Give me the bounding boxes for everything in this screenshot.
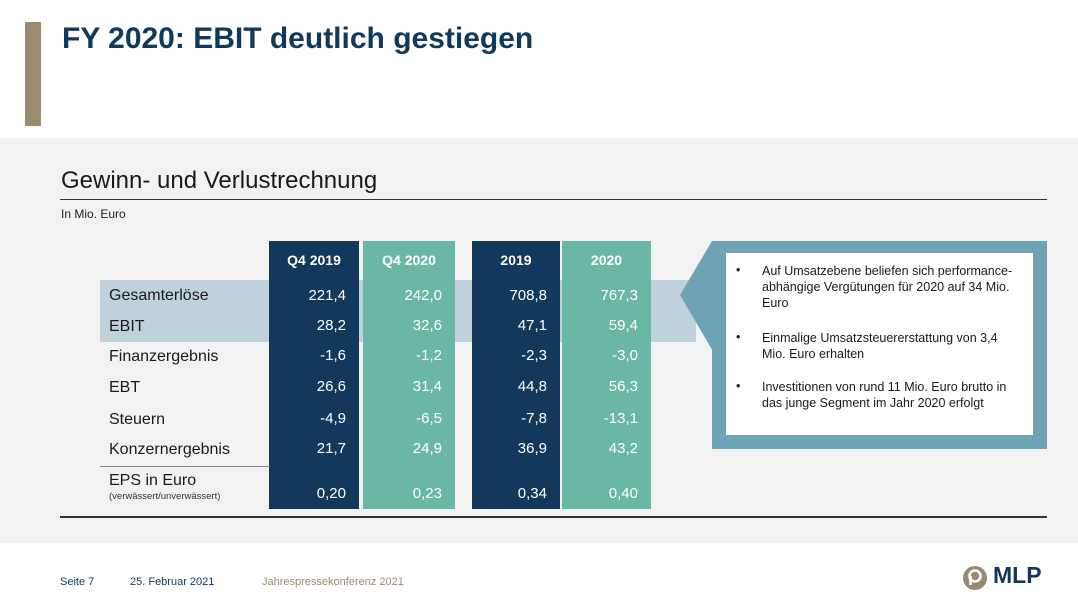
- callout-bullet-3: Investitionen von rund 11 Mio. Euro brut…: [762, 380, 1007, 410]
- callout-box: [726, 253, 1033, 435]
- column-header-2019: 2019: [500, 252, 532, 268]
- bullet-marker: •: [736, 379, 741, 393]
- cell-finanzergebnis-2019: -2,3: [521, 347, 547, 364]
- cell-ebit-2020: 59,4: [608, 317, 638, 334]
- cell-finanzergebnis-q4-2019: -1,6: [320, 347, 346, 364]
- cell-gesamterloese-2019: 708,8: [509, 287, 547, 304]
- cell-ebt-q4-2019: 26,6: [316, 378, 346, 395]
- cell-finanzergebnis-2020: -3,0: [612, 347, 638, 364]
- unit-label: In Mio. Euro: [61, 207, 126, 221]
- cell-ebit-q4-2019: 28,2: [316, 317, 346, 334]
- column-header-q4-2019: Q4 2019: [287, 252, 341, 268]
- cell-ebit-q4-2020: 32,6: [412, 317, 442, 334]
- row-label-steuern: Steuern: [109, 411, 166, 428]
- cell-ebt-q4-2020: 31,4: [412, 378, 442, 395]
- row-label-ebit: EBIT: [109, 318, 145, 335]
- callout-pointer: [680, 241, 714, 353]
- footer-date: 25. Februar 2021: [130, 576, 215, 588]
- eps-separator: [100, 466, 270, 467]
- cell-gesamterloese-q4-2020: 242,0: [404, 287, 442, 304]
- column-header-2020: 2020: [590, 252, 623, 268]
- cell-konzernergebnis-q4-2019: 21,7: [316, 440, 346, 457]
- slide-title: FY 2020: EBIT deutlich gestiegen: [62, 22, 534, 55]
- cell-steuern-q4-2019: -4,9: [320, 410, 346, 427]
- mlp-logo-text: MLP: [993, 562, 1042, 588]
- row-label-ebt: EBT: [109, 379, 141, 396]
- cell-eps-q4-2020: 0,23: [412, 485, 442, 502]
- cell-ebt-2020: 56,3: [608, 378, 638, 395]
- row-label-eps: EPS in Euro: [109, 472, 197, 489]
- row-label-gesamterloese: Gesamterlöse: [109, 287, 209, 304]
- section-title: Gewinn- und Verlustrechnung: [61, 167, 378, 194]
- column-q4-2020: Q4 2020 242,0 32,6 -1,2 31,4 -6,5 24,9 0…: [363, 241, 455, 509]
- bullet-marker: •: [736, 330, 741, 344]
- cell-ebit-2019: 47,1: [517, 317, 547, 334]
- row-label-konzernergebnis: Konzernergebnis: [109, 441, 230, 458]
- footer-page-number: Seite 7: [60, 576, 95, 588]
- callout-bullet-2: Einmalige Umsatzsteuererstattung von 3,4…: [762, 331, 998, 361]
- cell-eps-2019: 0,34: [517, 485, 547, 502]
- cell-eps-2020: 0,40: [608, 485, 638, 502]
- cell-steuern-2019: -7,8: [521, 410, 547, 427]
- cell-gesamterloese-2020: 767,3: [600, 287, 638, 304]
- eps-sublabel: (verwässert/unverwässert): [109, 491, 221, 502]
- mlp-logo-icon: [963, 566, 987, 590]
- column-q4-2019: Q4 2019 221,4 28,2 -1,6 26,6 -4,9 21,7 0…: [269, 241, 359, 509]
- cell-steuern-2020: -13,1: [603, 410, 638, 427]
- row-label-finanzergebnis: Finanzergebnis: [109, 348, 219, 365]
- title-accent-bar: [25, 22, 41, 126]
- cell-steuern-q4-2020: -6,5: [416, 410, 442, 427]
- column-2019: 2019 708,8 47,1 -2,3 44,8 -7,8 36,9 0,34: [472, 241, 560, 509]
- cell-ebt-2019: 44,8: [517, 378, 547, 395]
- bottom-divider: [60, 516, 1047, 518]
- bullet-marker: •: [736, 263, 741, 277]
- cell-konzernergebnis-2019: 36,9: [517, 440, 547, 457]
- callout-bullet-1: Auf Umsatzebene beliefen sich performanc…: [762, 264, 1013, 310]
- column-2020: 2020 767,3 59,4 -3,0 56,3 -13,1 43,2 0,4…: [562, 241, 651, 509]
- column-header-q4-2020: Q4 2020: [382, 252, 436, 268]
- footer-event: Jahrespressekonferenz 2021: [262, 576, 404, 588]
- cell-konzernergebnis-q4-2020: 24,9: [412, 440, 442, 457]
- top-divider: [60, 199, 1047, 200]
- cell-finanzergebnis-q4-2020: -1,2: [416, 347, 442, 364]
- cell-konzernergebnis-2020: 43,2: [608, 440, 638, 457]
- cell-eps-q4-2019: 0,20: [316, 485, 346, 502]
- cell-gesamterloese-q4-2019: 221,4: [308, 287, 346, 304]
